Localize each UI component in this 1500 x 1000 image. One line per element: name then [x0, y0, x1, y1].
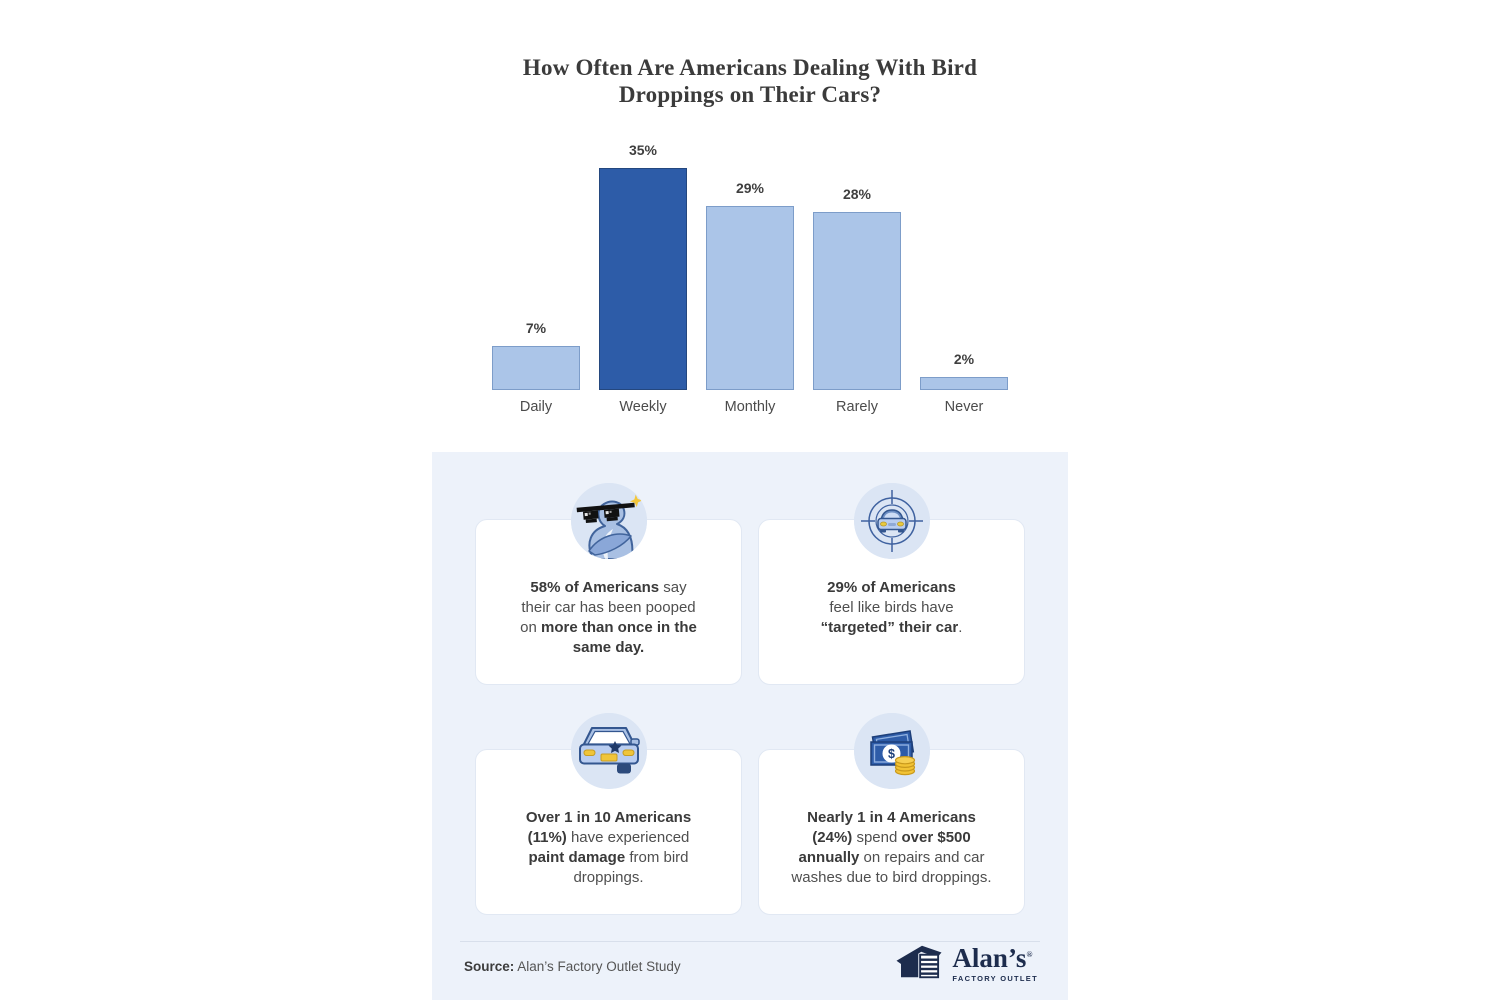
bar — [492, 346, 580, 390]
alans-factory-outlet-logo: Alan’s® FACTORY OUTLET — [895, 944, 1038, 984]
content-column: How Often Are Americans Dealing With Bir… — [432, 0, 1068, 1000]
bar-area: 35% — [599, 141, 687, 390]
svg-text:$: $ — [888, 747, 895, 761]
bar-value-label: 7% — [525, 320, 547, 336]
source-text: Alan’s Factory Outlet Study — [514, 959, 681, 974]
stat-card-text: 58% of Americans say their car has been p… — [520, 579, 697, 656]
logo-text: Alan’s® FACTORY OUTLET — [952, 943, 1038, 984]
source-label: Source: — [464, 959, 515, 974]
logo-subtitle: FACTORY OUTLET — [952, 974, 1038, 983]
car-target-icon — [853, 483, 930, 559]
stat-card-text: 29% of Americans feel like birds have “tar… — [820, 579, 963, 636]
bar-value-label: 2% — [953, 351, 975, 367]
bar-value-label: 28% — [842, 186, 872, 202]
source-line: Source: Alan’s Factory Outlet Study — [464, 959, 681, 974]
car-paint-damage-icon — [570, 713, 647, 789]
bar-column-rarely: 28% Rarely — [813, 141, 901, 415]
bar-column-weekly: 35% Weekly — [599, 141, 687, 415]
stat-card-paint-damage: Over 1 in 10 Americans (11%) have experie… — [475, 713, 742, 915]
bar-area: 7% — [492, 141, 580, 390]
stat-card-text: Nearly 1 in 4 Americans (24%) spend over … — [791, 809, 992, 886]
bar-column-never: 2% Never — [920, 141, 1008, 415]
bar-category-label: Never — [944, 399, 984, 415]
bar-chart: 7% Daily 35% Weekly 29% Monthly 28% Rarely 2% Nev… — [492, 141, 1008, 415]
stat-card-targeted: 29% of Americans feel like birds have “tar… — [758, 483, 1025, 685]
footer-divider — [460, 941, 1040, 942]
bar-value-label: 35% — [628, 142, 658, 158]
bar — [706, 206, 794, 390]
registered-mark: ® — [1026, 950, 1033, 959]
stat-card-text: Over 1 in 10 Americans (11%) have experie… — [525, 809, 692, 886]
bar — [920, 377, 1008, 390]
bar-category-label: Weekly — [619, 399, 667, 415]
bar-area: 28% — [813, 141, 901, 390]
bar — [813, 212, 901, 390]
stats-panel: 58% of Americans say their car has been p… — [432, 452, 1068, 1000]
bar-category-label: Monthly — [724, 399, 776, 415]
bar-area: 29% — [706, 141, 794, 390]
bar-value-label: 29% — [735, 180, 765, 196]
bar-area: 2% — [920, 141, 1008, 390]
money-icon: $ — [853, 713, 930, 789]
bar-category-label: Daily — [519, 399, 553, 415]
stat-card-spending: $ Nearly 1 in 4 Americans (24%) spend ove… — [758, 713, 1025, 915]
stat-card-pooped-twice: 58% of Americans say their car has been p… — [475, 483, 742, 685]
bar — [599, 168, 687, 390]
page-title: How Often Are Americans Dealing With Bir… — [522, 55, 978, 108]
garage-icon — [895, 944, 943, 984]
logo-name: Alan’s® — [952, 943, 1033, 973]
bar-column-daily: 7% Daily — [492, 141, 580, 415]
pigeon-sunglasses-icon — [570, 483, 647, 559]
bar-category-label: Rarely — [836, 399, 878, 415]
bar-column-monthly: 29% Monthly — [706, 141, 794, 415]
